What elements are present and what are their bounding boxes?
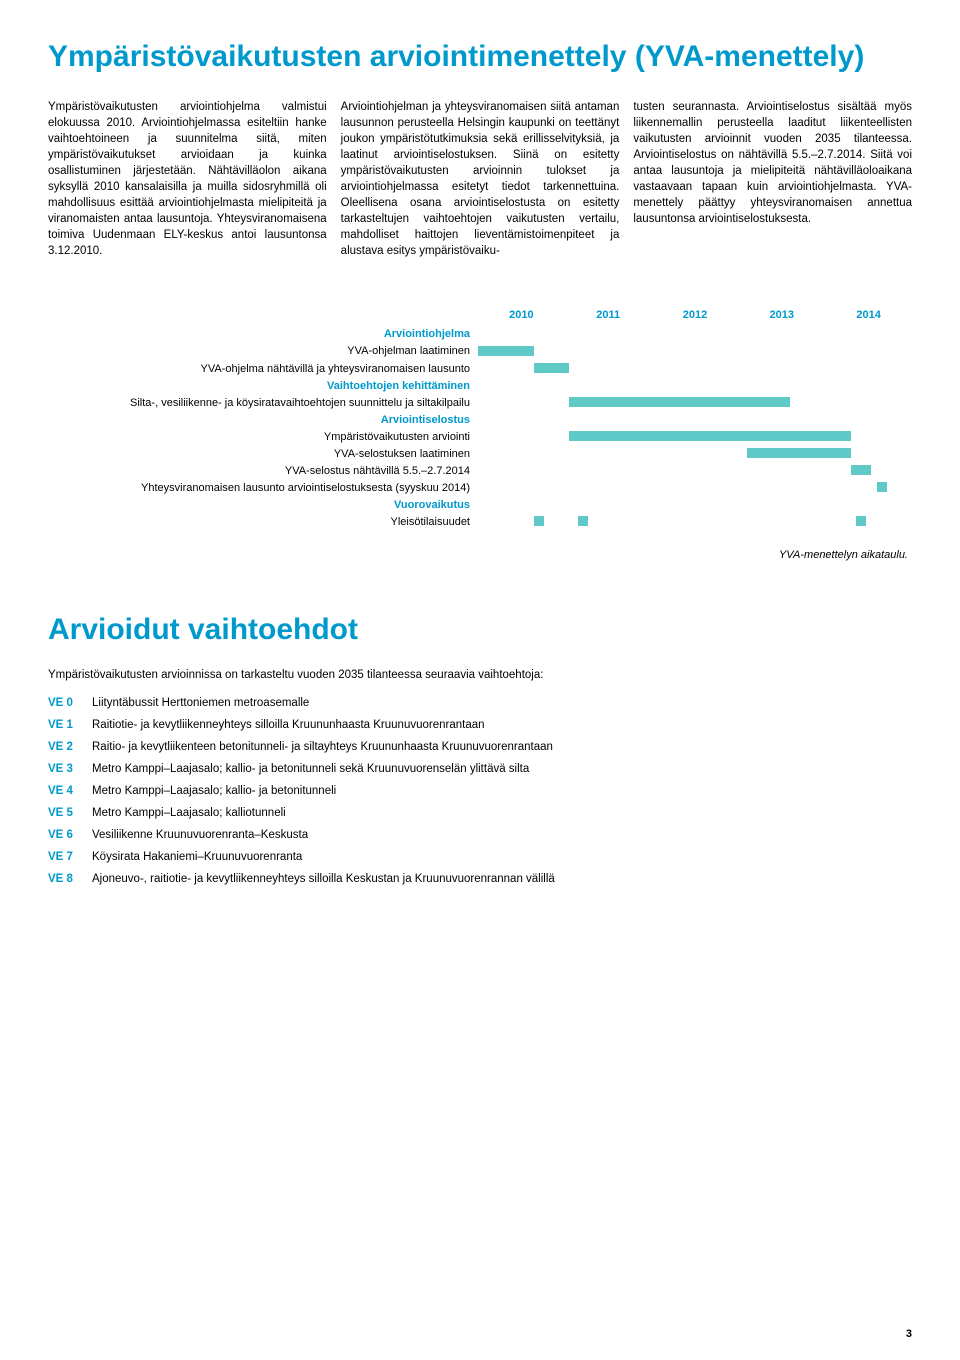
gantt-row-label: YVA-selostus nähtävillä 5.5.–2.7.2014 — [48, 463, 470, 480]
gantt-row — [478, 325, 912, 342]
gantt-event-marker — [534, 516, 544, 526]
alternative-row: VE 0Liityntäbussit Herttoniemen metroase… — [48, 697, 912, 709]
column-3: tusten seurannasta. Arviointiselostus si… — [633, 99, 912, 260]
alternative-row: VE 8Ajoneuvo-, raitiotie- ja kevytliiken… — [48, 873, 912, 885]
gantt-row-label: YVA-selostuksen laatiminen — [48, 446, 470, 463]
section-title-alternatives: Arvioidut vaihtoehdot — [48, 613, 912, 647]
gantt-labels: ArviointiohjelmaYVA-ohjelman laatiminenY… — [48, 309, 478, 531]
gantt-bar — [851, 465, 871, 475]
gantt-row-label: Yhteysviranomaisen lausunto arviointisel… — [48, 480, 470, 497]
gantt-row — [478, 478, 912, 495]
gantt-row-label: Ympäristövaikutusten arviointi — [48, 429, 470, 446]
gantt-year: 2014 — [825, 309, 912, 321]
gantt-row-label: Vuorovaikutus — [48, 497, 470, 514]
alternatives-intro: Ympäristövaikutusten arvioinnissa on tar… — [48, 669, 912, 681]
alternative-description: Raitio- ja kevytliikenteen betonitunneli… — [92, 741, 912, 753]
gantt-row-label: Silta-, vesiliikenne- ja köysiratavaihto… — [48, 395, 470, 412]
gantt-event-marker — [578, 516, 588, 526]
gantt-year: 2013 — [738, 309, 825, 321]
column-1: Ympäristövaikutusten arviointiohjelma va… — [48, 99, 327, 260]
gantt-caption: YVA-menettelyn aikataulu. — [48, 549, 912, 561]
gantt-row — [478, 512, 912, 529]
gantt-row — [478, 444, 912, 461]
alternative-key: VE 0 — [48, 697, 92, 709]
gantt-year: 2011 — [565, 309, 652, 321]
gantt-row — [478, 461, 912, 478]
alternative-row: VE 7Köysirata Hakaniemi–Kruunuvuorenrant… — [48, 851, 912, 863]
page-number: 3 — [906, 1328, 912, 1340]
gantt-row — [478, 410, 912, 427]
gantt-bar — [534, 363, 569, 373]
gantt-event-marker — [856, 516, 866, 526]
alternative-key: VE 5 — [48, 807, 92, 819]
gantt-bar — [569, 431, 851, 441]
body-columns: Ympäristövaikutusten arviointiohjelma va… — [48, 99, 912, 260]
gantt-bar — [569, 397, 790, 407]
gantt-chart: 20102011201220132014 — [478, 309, 912, 531]
alternative-key: VE 3 — [48, 763, 92, 775]
alternative-description: Liityntäbussit Herttoniemen metroasemall… — [92, 697, 912, 709]
alternative-description: Metro Kamppi–Laajasalo; kallio- ja beton… — [92, 785, 912, 797]
column-2: Arviointiohjelman ja yhteysviranomaisen … — [341, 99, 620, 260]
gantt-bar — [747, 448, 851, 458]
alternative-key: VE 1 — [48, 719, 92, 731]
alternative-key: VE 6 — [48, 829, 92, 841]
gantt-row — [478, 376, 912, 393]
alternative-key: VE 7 — [48, 851, 92, 863]
alternative-row: VE 2Raitio- ja kevytliikenteen betonitun… — [48, 741, 912, 753]
alternative-row: VE 4Metro Kamppi–Laajasalo; kallio- ja b… — [48, 785, 912, 797]
alternative-key: VE 8 — [48, 873, 92, 885]
gantt-year: 2010 — [478, 309, 565, 321]
gantt-row-label: Yleisötilaisuudet — [48, 514, 470, 531]
alternative-row: VE 5Metro Kamppi–Laajasalo; kalliotunnel… — [48, 807, 912, 819]
alternative-description: Metro Kamppi–Laajasalo; kalliotunneli — [92, 807, 912, 819]
gantt-row-label: Arviointiselostus — [48, 412, 470, 429]
gantt-row — [478, 427, 912, 444]
gantt-year-header: 20102011201220132014 — [478, 309, 912, 321]
gantt-chart-area: ArviointiohjelmaYVA-ohjelman laatiminenY… — [48, 309, 912, 531]
alternative-row: VE 6Vesiliikenne Kruunuvuorenranta–Kesku… — [48, 829, 912, 841]
gantt-bar — [478, 346, 534, 356]
gantt-row-label: Arviointiohjelma — [48, 326, 470, 343]
alternative-description: Ajoneuvo-, raitiotie- ja kevytliikenneyh… — [92, 873, 912, 885]
alternative-row: VE 1Raitiotie- ja kevytliikenneyhteys si… — [48, 719, 912, 731]
gantt-row — [478, 359, 912, 376]
gantt-row — [478, 393, 912, 410]
alternative-description: Köysirata Hakaniemi–Kruunuvuorenranta — [92, 851, 912, 863]
alternative-description: Vesiliikenne Kruunuvuorenranta–Keskusta — [92, 829, 912, 841]
alternative-row: VE 3Metro Kamppi–Laajasalo; kallio- ja b… — [48, 763, 912, 775]
gantt-year: 2012 — [652, 309, 739, 321]
alternative-key: VE 2 — [48, 741, 92, 753]
gantt-row — [478, 342, 912, 359]
page-title: Ympäristövaikutusten arviointimenettely … — [48, 40, 912, 75]
gantt-row-label: Vaihtoehtojen kehittäminen — [48, 378, 470, 395]
alternative-description: Metro Kamppi–Laajasalo; kallio- ja beton… — [92, 763, 912, 775]
gantt-row — [478, 495, 912, 512]
gantt-row-label: YVA-ohjelman laatiminen — [48, 343, 470, 360]
gantt-row-label: YVA-ohjelma nähtävillä ja yhteysviranoma… — [48, 361, 470, 378]
alternative-key: VE 4 — [48, 785, 92, 797]
alternative-description: Raitiotie- ja kevytliikenneyhteys silloi… — [92, 719, 912, 731]
alternatives-list: VE 0Liityntäbussit Herttoniemen metroase… — [48, 697, 912, 885]
gantt-event-marker — [877, 482, 887, 492]
